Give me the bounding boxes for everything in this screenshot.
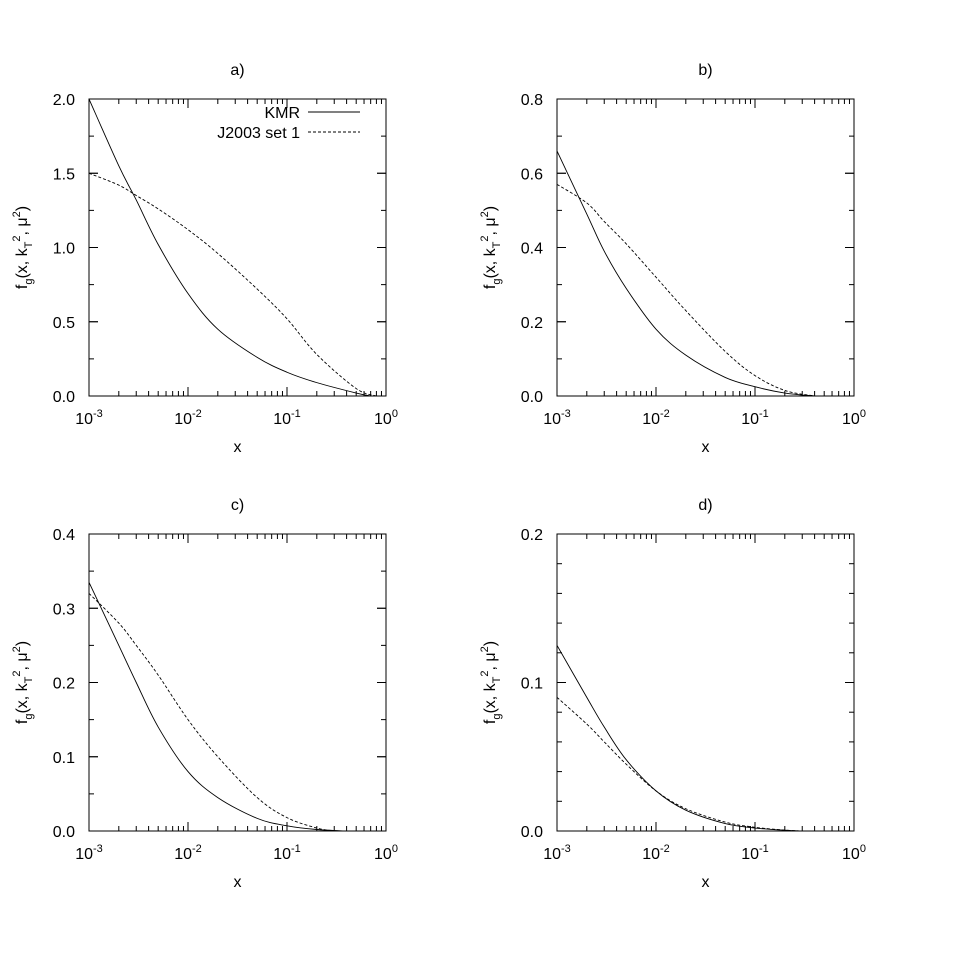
y-tick-label: 0.2 bbox=[521, 315, 543, 332]
y-tick-label: 0.8 bbox=[521, 92, 543, 109]
x-tick-label: 100 bbox=[374, 843, 398, 863]
panel-label: a) bbox=[230, 62, 244, 79]
x-axis-label: x bbox=[234, 874, 242, 891]
legend-entry-label: J2003 set 1 bbox=[217, 125, 300, 142]
series-j2003-set-1 bbox=[89, 593, 335, 831]
legend-entry-label: KMR bbox=[264, 105, 300, 122]
series-kmr bbox=[89, 582, 347, 831]
y-tick-label: 0.2 bbox=[53, 676, 75, 693]
x-axis-label: x bbox=[702, 439, 710, 456]
x-axis-label: x bbox=[702, 874, 710, 891]
y-tick-label: 0.0 bbox=[53, 824, 75, 841]
y-tick-label: 0.1 bbox=[53, 750, 75, 767]
panel-b: b) 10-3 10-2 10-1 100 0.0 0.2 0.4 0.6 0.8 x fg(x, k… bbox=[479, 62, 866, 456]
svg-text:fg(x, kT2, μ2): fg(x, kT2, μ2) bbox=[479, 641, 503, 724]
y-tick-label: 0.4 bbox=[521, 241, 543, 258]
x-tick-label: 10-3 bbox=[543, 408, 571, 428]
panel-d: d) 10-3 10-2 10-1 100 0.0 0.1 0.2 x fg(x, kT2, μ2… bbox=[479, 497, 866, 891]
plot-frame bbox=[556, 98, 855, 397]
y-axis-label: fg(x, kT2, μ2) bbox=[11, 641, 35, 724]
x-tick-label: 10-3 bbox=[75, 408, 103, 428]
x-tick-label: 100 bbox=[842, 843, 866, 863]
x-tick-label: 10-2 bbox=[642, 843, 670, 863]
y-tick-label: 0.6 bbox=[521, 166, 543, 183]
y-tick-label: 0.3 bbox=[53, 601, 75, 618]
series-j2003-set-1 bbox=[89, 172, 377, 396]
plot-frame bbox=[88, 98, 387, 397]
plot-frame bbox=[556, 533, 855, 832]
x-tick-label: 100 bbox=[842, 408, 866, 428]
x-tick-label: 10-1 bbox=[741, 843, 769, 863]
series-j2003-set-1 bbox=[557, 697, 803, 831]
panel-label: b) bbox=[698, 62, 712, 79]
y-tick-label: 0.2 bbox=[521, 527, 543, 544]
y-axis-label: fg(x, kT2, μ2) bbox=[479, 641, 503, 724]
x-tick-label: 10-3 bbox=[75, 843, 103, 863]
series-kmr bbox=[89, 99, 371, 396]
y-tick-label: 0.0 bbox=[521, 389, 543, 406]
x-tick-label: 10-1 bbox=[273, 408, 301, 428]
x-tick-label: 100 bbox=[374, 408, 398, 428]
y-axis-label: fg(x, kT2, μ2) bbox=[11, 206, 35, 289]
series-kmr bbox=[557, 150, 815, 396]
x-tick-label: 10-3 bbox=[543, 843, 571, 863]
x-tick-label: 10-2 bbox=[642, 408, 670, 428]
y-tick-label: 0.0 bbox=[53, 389, 75, 406]
y-tick-label: 2.0 bbox=[53, 92, 75, 109]
y-tick-label: 0.1 bbox=[521, 676, 543, 693]
legend: KMR J2003 set 1 bbox=[217, 105, 360, 142]
panel-label: c) bbox=[231, 497, 244, 514]
x-tick-label: 10-1 bbox=[273, 843, 301, 863]
y-tick-label: 0.4 bbox=[53, 527, 75, 544]
svg-text:fg(x, kT2, μ2): fg(x, kT2, μ2) bbox=[479, 206, 503, 289]
svg-text:fg(x, kT2, μ2): fg(x, kT2, μ2) bbox=[11, 641, 35, 724]
y-tick-label: 1.0 bbox=[53, 241, 75, 258]
series-kmr bbox=[557, 645, 803, 831]
series-j2003-set-1 bbox=[557, 184, 815, 396]
y-tick-label: 1.5 bbox=[53, 166, 75, 183]
y-tick-label: 0.0 bbox=[521, 824, 543, 841]
plot-frame bbox=[88, 533, 387, 832]
x-tick-label: 10-2 bbox=[174, 408, 202, 428]
y-axis-label: fg(x, kT2, μ2) bbox=[479, 206, 503, 289]
panel-c: c) 10-3 10-2 10-1 100 0.0 0.1 0.2 0.3 0.4 x fg(x, k… bbox=[11, 497, 398, 891]
x-tick-label: 10-1 bbox=[741, 408, 769, 428]
panel-label: d) bbox=[698, 497, 712, 514]
x-tick-label: 10-2 bbox=[174, 843, 202, 863]
x-axis-label: x bbox=[234, 439, 242, 456]
y-tick-label: 0.5 bbox=[53, 315, 75, 332]
svg-text:fg(x, kT2, μ2): fg(x, kT2, μ2) bbox=[11, 206, 35, 289]
panel-a: a) 10-3 10-2 10-1 100 0.0 0.5 1.0 1.5 2.0 x fg(x, k… bbox=[11, 62, 398, 456]
